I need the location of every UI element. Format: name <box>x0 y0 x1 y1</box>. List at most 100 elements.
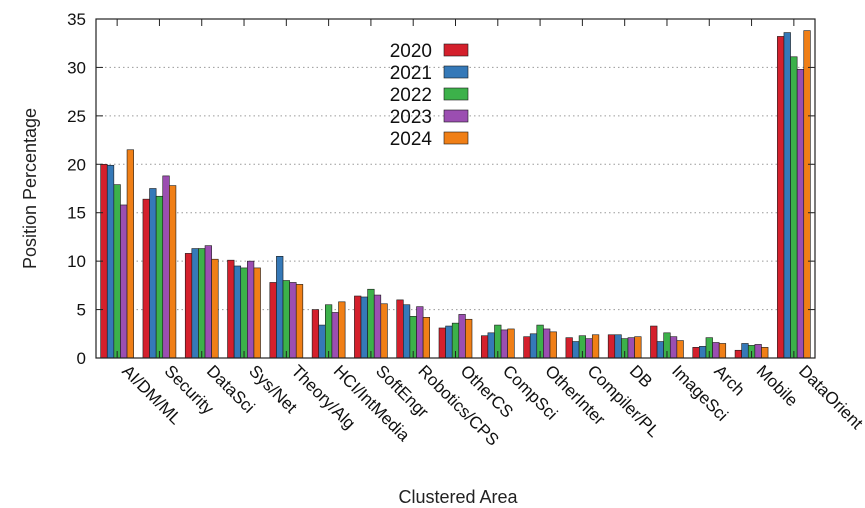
y-tick-label: 10 <box>67 252 86 271</box>
bar-2022-security <box>155 195 164 359</box>
bar-2023-mobile <box>754 344 762 359</box>
bar-2021-sys-net <box>233 265 242 359</box>
bar-2023-theory-alg <box>289 282 297 359</box>
bar-2022-datasci <box>198 248 206 359</box>
x-axis-title: Clustered Area <box>398 487 518 507</box>
bar-2022-ai-dm-ml <box>113 184 121 359</box>
bar-2021-robotics-cps <box>403 304 411 359</box>
x-tick-label: DataOrient <box>795 361 865 433</box>
bar-2024-otherinter <box>549 331 557 359</box>
x-tick-label: Mobile <box>753 361 802 410</box>
bar-2021-compsci <box>487 332 495 359</box>
legend-label: 2023 <box>390 107 432 128</box>
bar-2021-mobile <box>741 343 749 359</box>
bar-2023-imagesci <box>669 336 678 359</box>
bar-2024-robotics-cps <box>422 317 431 359</box>
bar-2020-mobile <box>734 349 742 359</box>
bar-2020-compiler-pl <box>565 337 573 359</box>
bar-2021-datasci <box>191 248 199 359</box>
bar-2021-softengr <box>360 296 368 359</box>
bar-2024-imagesci <box>676 340 684 359</box>
bar-2021-arch <box>699 346 707 359</box>
bar-2024-hci-intmedia <box>338 301 346 359</box>
bar-2023-compsci <box>500 329 508 359</box>
x-tick-label: Arch <box>710 361 748 399</box>
x-tick-label: DB <box>626 361 656 391</box>
legend-swatch <box>443 131 469 145</box>
bar-2023-hci-intmedia <box>331 312 339 359</box>
bar-2020-datasci <box>184 253 193 359</box>
bar-2021-imagesci <box>656 341 664 359</box>
bar-2023-othercs <box>458 314 466 359</box>
bar-2020-compsci <box>480 335 489 359</box>
bar-2024-softengr <box>380 303 388 359</box>
bar-2023-arch <box>712 342 720 359</box>
bar-2020-db <box>607 334 616 359</box>
bar-2023-ai-dm-ml <box>120 204 128 359</box>
y-axis: 0 5 10 15 20 25 30 35 <box>67 10 815 368</box>
legend-label: 2021 <box>390 63 432 84</box>
y-tick-label: 0 <box>77 349 86 368</box>
bar-2020-othercs <box>438 327 446 359</box>
bar-2021-compiler-pl <box>572 341 580 359</box>
bar-2020-arch <box>692 347 700 359</box>
bar-2024-compiler-pl <box>591 334 600 359</box>
bar-2024-datasci <box>211 258 219 359</box>
bar-2021-dataorient <box>783 32 791 359</box>
bar-2024-db <box>634 336 642 359</box>
bar-2022-softengr <box>367 288 375 359</box>
bar-2024-othercs <box>465 318 473 359</box>
bar-2020-robotics-cps <box>396 299 404 359</box>
bar-2024-dataorient <box>803 30 811 359</box>
bar-2024-mobile <box>761 347 769 359</box>
bar-2023-softengr <box>373 294 382 359</box>
y-tick-label: 15 <box>67 204 86 223</box>
legend-label: 2020 <box>390 41 432 62</box>
bar-2022-hci-intmedia <box>325 304 333 359</box>
bar-2023-compiler-pl <box>585 338 593 359</box>
bar-2023-datasci <box>204 245 212 359</box>
bar-2021-db <box>614 334 622 359</box>
bar-2020-otherinter <box>523 336 531 359</box>
y-tick-label: 25 <box>67 107 86 126</box>
legend-swatch <box>443 109 469 123</box>
bar-2020-hci-intmedia <box>311 309 320 359</box>
bar-2024-theory-alg <box>295 284 304 359</box>
bar-2023-sys-net <box>247 260 255 359</box>
bar-2024-arch <box>718 343 727 359</box>
bar-2024-ai-dm-ml <box>126 149 134 359</box>
bar-2023-otherinter <box>543 328 551 359</box>
bar-2020-softengr <box>354 295 362 359</box>
gridlines <box>96 66 815 311</box>
x-axis: AI/DM/MLSecurityDataSciSys/NetTheory/Alg… <box>116 19 865 450</box>
y-tick-label: 20 <box>67 155 86 174</box>
bar-2022-sys-net <box>240 267 248 359</box>
bar-2023-robotics-cps <box>416 306 424 359</box>
bar-2020-security <box>142 198 150 359</box>
y-axis-title: Position Percentage <box>20 108 40 269</box>
bar-2021-hci-intmedia <box>318 324 326 359</box>
legend-swatch <box>443 65 469 79</box>
bar-2023-security <box>162 175 170 359</box>
bar-2021-security <box>149 188 157 359</box>
y-tick-label: 5 <box>77 301 86 320</box>
legend-swatch <box>443 87 469 101</box>
bar-2021-othercs <box>445 325 453 359</box>
bar-2020-sys-net <box>227 259 235 359</box>
bar-2024-security <box>169 185 177 359</box>
bar-2021-otherinter <box>529 333 538 359</box>
bar-2024-compsci <box>507 328 515 359</box>
bar-2020-imagesci <box>650 325 658 359</box>
legend-swatch <box>443 43 469 57</box>
bars <box>100 30 811 359</box>
bar-2022-theory-alg <box>282 280 290 359</box>
bar-2020-dataorient <box>777 36 785 359</box>
bar-2021-ai-dm-ml <box>106 164 115 359</box>
y-tick-label: 35 <box>67 10 86 29</box>
bar-2023-db <box>627 337 635 359</box>
bar-2021-theory-alg <box>276 255 284 359</box>
y-tick-label: 30 <box>67 58 86 77</box>
bar-2022-dataorient <box>790 56 798 359</box>
legend-label: 2024 <box>390 129 433 150</box>
